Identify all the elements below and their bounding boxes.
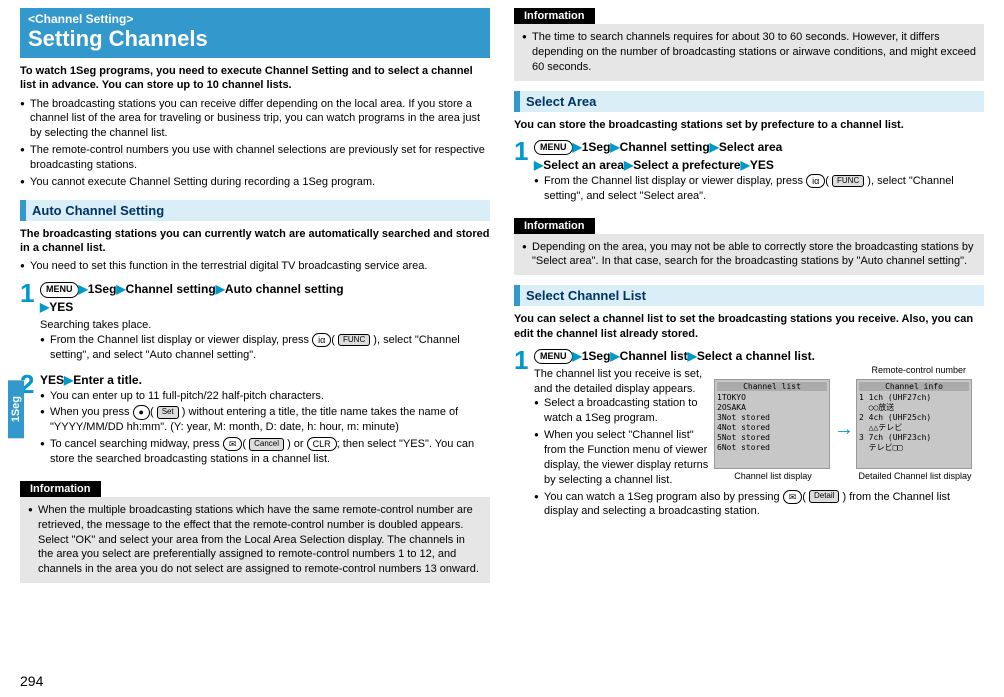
- menu-key: MENU: [534, 349, 573, 365]
- chapter-sub: <Channel Setting>: [28, 12, 482, 26]
- channel-info-screen: Channel info 1 1ch (UHF27ch) ○○放送 2 4ch …: [856, 379, 972, 469]
- list-item: Depending on the area, you may not be ab…: [522, 240, 976, 270]
- list-item: From the Channel list display or viewer …: [40, 333, 490, 363]
- list-item: When the multiple broadcasting stations …: [28, 503, 482, 577]
- ir-key: iα: [806, 174, 825, 188]
- section-auto: Auto Channel Setting: [20, 200, 490, 221]
- select-list-lead: You can select a channel list to set the…: [514, 312, 984, 341]
- func-key: FUNC: [832, 175, 864, 188]
- step-note: Searching takes place.: [40, 318, 490, 333]
- circle-key: ●: [133, 405, 150, 419]
- list-item: You need to set this function in the ter…: [20, 259, 490, 274]
- step-path: MENU▶1Seg▶Channel list▶Select a channel …: [534, 347, 984, 365]
- intro-bold: To watch 1Seg programs, you need to exec…: [20, 64, 490, 93]
- detail-key: Detail: [809, 490, 839, 503]
- info-body: Depending on the area, you may not be ab…: [514, 234, 984, 276]
- section-select-area: Select Area: [514, 91, 984, 112]
- auto-lead: The broadcasting stations you can curren…: [20, 227, 490, 256]
- rc-label: Remote-control number: [714, 365, 974, 375]
- info-heading: Information: [20, 481, 101, 497]
- list-step-1: 1 MENU▶1Seg▶Channel list▶Select a channe…: [514, 347, 984, 521]
- func-key: FUNC: [338, 334, 370, 347]
- step-number: 1: [20, 280, 40, 365]
- mail-key: ✉: [783, 490, 803, 504]
- arrow-icon: →: [834, 418, 854, 441]
- step-path: MENU▶1Seg▶Channel setting▶Auto channel s…: [40, 280, 490, 316]
- page-number: 294: [20, 673, 43, 689]
- auto-step-2: 2 YES▶Enter a title. You can enter up to…: [20, 371, 490, 469]
- step-path: YES▶Enter a title.: [40, 371, 490, 389]
- list-item: When you select "Channel list" from the …: [534, 428, 714, 487]
- caption: Channel list display: [714, 471, 832, 481]
- step-number: 1: [514, 347, 534, 521]
- clr-key: CLR: [307, 437, 337, 451]
- caption: Detailed Channel list display: [856, 471, 974, 481]
- side-tab: 1Seg: [8, 380, 24, 438]
- left-column: <Channel Setting> Setting Channels To wa…: [20, 8, 490, 583]
- step-number: 1: [514, 138, 534, 206]
- set-key: Set: [157, 406, 179, 419]
- info-body: When the multiple broadcasting stations …: [20, 497, 490, 583]
- list-item: You cannot execute Channel Setting durin…: [20, 175, 490, 190]
- cancel-key: Cancel: [249, 438, 284, 451]
- step-path: MENU▶1Seg▶Channel setting▶Select area▶Se…: [534, 138, 984, 174]
- chapter-header: <Channel Setting> Setting Channels: [20, 8, 490, 58]
- list-item: The remote-control numbers you use with …: [20, 143, 490, 173]
- menu-key: MENU: [40, 282, 79, 298]
- right-column: Information The time to search channels …: [514, 8, 984, 583]
- section-select-list: Select Channel List: [514, 285, 984, 306]
- list-item: From the Channel list display or viewer …: [534, 174, 984, 204]
- step-note: The channel list you receive is set, and…: [534, 367, 714, 397]
- list-item: You can enter up to 11 full-pitch/22 hal…: [40, 389, 490, 404]
- auto-step-1: 1 MENU▶1Seg▶Channel setting▶Auto channel…: [20, 280, 490, 365]
- chapter-title: Setting Channels: [28, 26, 482, 52]
- info-body: The time to search channels requires for…: [514, 24, 984, 81]
- mail-key: ✉: [223, 437, 243, 451]
- area-step-1: 1 MENU▶1Seg▶Channel setting▶Select area▶…: [514, 138, 984, 206]
- menu-key: MENU: [534, 140, 573, 156]
- list-item: The time to search channels requires for…: [522, 30, 976, 75]
- list-item: Select a broadcasting station to watch a…: [534, 396, 714, 426]
- screenshots: Channel list 1TOKYO 2OSAKA 3Not stored 4…: [714, 379, 974, 481]
- list-item: When you press ●( Set ) without entering…: [40, 405, 490, 435]
- ir-key: iα: [312, 333, 331, 347]
- list-item: You can watch a 1Seg program also by pre…: [534, 490, 984, 520]
- channel-list-screen: Channel list 1TOKYO 2OSAKA 3Not stored 4…: [714, 379, 830, 469]
- info-heading: Information: [514, 218, 595, 234]
- intro-bullets: The broadcasting stations you can receiv…: [20, 97, 490, 190]
- list-item: The broadcasting stations you can receiv…: [20, 97, 490, 142]
- list-item: To cancel searching midway, press ✉( Can…: [40, 437, 490, 467]
- info-heading: Information: [514, 8, 595, 24]
- select-area-lead: You can store the broadcasting stations …: [514, 118, 984, 132]
